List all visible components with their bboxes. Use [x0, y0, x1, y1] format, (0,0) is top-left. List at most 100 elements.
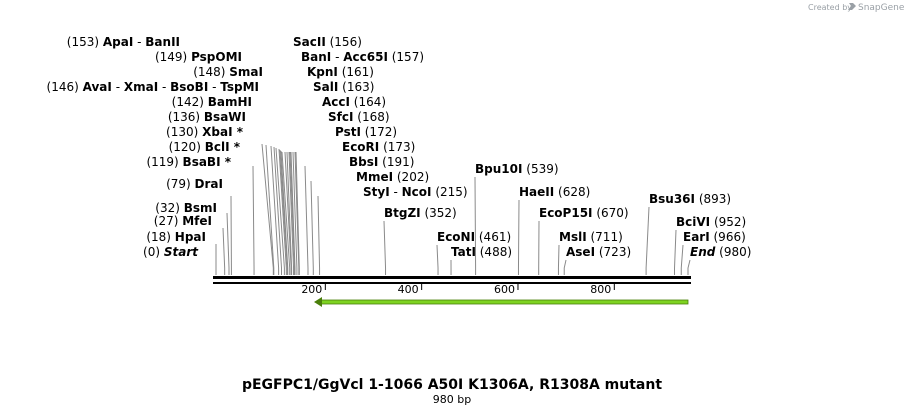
enzyme-name: StyI: [363, 185, 390, 199]
leader-line: [304, 165, 309, 275]
site-label[interactable]: MslI (711): [559, 230, 623, 244]
site-label[interactable]: (146) AvaI - XmaI - BsoBI - TspMI: [47, 80, 259, 94]
site-position: (172): [361, 125, 397, 139]
site-label[interactable]: TatI (488): [451, 245, 512, 259]
site-label[interactable]: (18) HpaI: [146, 230, 206, 244]
site-label[interactable]: EcoP15I (670): [539, 206, 629, 220]
site-label[interactable]: HaeII (628): [519, 185, 590, 199]
enzyme-name: BsaBI *: [183, 155, 232, 169]
site-label[interactable]: (27) MfeI: [154, 214, 212, 228]
feature-bar[interactable]: [319, 299, 689, 305]
site-position: (156): [326, 35, 362, 49]
enzyme-name: BamHI: [208, 95, 252, 109]
enzyme-name: NcoI: [402, 185, 432, 199]
sequence-backbone-bottom: [213, 282, 691, 284]
site-label[interactable]: (142) BamHI: [172, 95, 252, 109]
site-label[interactable]: EcoNI (461): [437, 230, 511, 244]
leader-line: [687, 259, 691, 275]
site-label[interactable]: EarI (966): [683, 230, 746, 244]
leader-line: [317, 195, 321, 275]
site-label[interactable]: Bpu10I (539): [475, 162, 559, 176]
site-position: (136): [168, 110, 204, 124]
site-position: (215): [432, 185, 468, 199]
enzyme-name: MfeI: [182, 214, 212, 228]
site-position: (980): [715, 245, 751, 259]
leader-line: [310, 180, 314, 275]
site-position: (966): [710, 230, 746, 244]
site-position: (119): [146, 155, 182, 169]
enzyme-name: BciVI: [676, 215, 710, 229]
tick-label: 400: [398, 283, 419, 296]
site-label[interactable]: (130) XbaI *: [166, 125, 244, 139]
site-label[interactable]: PstI (172): [335, 125, 397, 139]
leader-line: [270, 145, 280, 275]
site-position: (352): [421, 206, 457, 220]
enzyme-name: AseI: [566, 245, 595, 259]
site-position: (148): [193, 65, 229, 79]
enzyme-name: TspMI: [220, 80, 259, 94]
enzyme-name: HpaI: [175, 230, 206, 244]
site-position: (952): [710, 215, 746, 229]
site-label[interactable]: (32) BsmI: [155, 201, 217, 215]
enzyme-name: MmeI: [356, 170, 393, 184]
site-label[interactable]: (149) PspOMI: [155, 50, 242, 64]
enzyme-name: XbaI *: [202, 125, 244, 139]
enzyme-name: PspOMI: [191, 50, 242, 64]
enzyme-name: BtgZI: [384, 206, 421, 220]
enzyme-name: BanI: [301, 50, 331, 64]
site-label[interactable]: (153) ApaI - BanII: [67, 35, 180, 49]
site-position: (670): [593, 206, 629, 220]
site-position: (488): [476, 245, 512, 259]
site-position: (202): [393, 170, 429, 184]
site-position: (539): [522, 162, 558, 176]
site-position: (0): [143, 245, 164, 259]
site-label[interactable]: StyI - NcoI (215): [363, 185, 468, 199]
enzyme-name: KpnI: [307, 65, 338, 79]
site-label[interactable]: EcoRI (173): [342, 140, 415, 154]
leader-line: [645, 206, 650, 275]
name-separator: -: [158, 80, 170, 94]
site-label[interactable]: BciVI (952): [676, 215, 746, 229]
site-label[interactable]: (136) BsaWI: [168, 110, 246, 124]
site-label[interactable]: BtgZI (352): [384, 206, 457, 220]
enzyme-name: EcoNI: [437, 230, 475, 244]
snapgene-logo-icon: [848, 3, 856, 10]
leader-line: [295, 151, 300, 275]
leader-line: [563, 259, 567, 275]
site-label[interactable]: KpnI (161): [307, 65, 374, 79]
site-position: (142): [172, 95, 208, 109]
enzyme-name: End: [690, 245, 716, 259]
site-label[interactable]: (148) SmaI: [193, 65, 263, 79]
site-label[interactable]: MmeI (202): [356, 170, 429, 184]
leader-line: [226, 212, 230, 275]
enzyme-name: BsaWI: [204, 110, 246, 124]
site-label[interactable]: End (980): [690, 245, 751, 259]
site-label[interactable]: (120) BclI *: [169, 140, 241, 154]
tick-label: 800: [590, 283, 611, 296]
site-label[interactable]: AseI (723): [566, 245, 631, 259]
feature-arrow[interactable]: [314, 297, 689, 307]
name-separator: -: [390, 185, 402, 199]
site-label[interactable]: AccI (164): [322, 95, 386, 109]
site-label[interactable]: SfcI (168): [328, 110, 390, 124]
site-position: (168): [353, 110, 389, 124]
enzyme-name: SacII: [293, 35, 326, 49]
site-position: (163): [338, 80, 374, 94]
enzyme-name: PstI: [335, 125, 361, 139]
site-label[interactable]: (0) Start: [143, 245, 199, 259]
enzyme-name: Acc65I: [343, 50, 388, 64]
site-position: (120): [169, 140, 205, 154]
site-label[interactable]: BanI - Acc65I (157): [301, 50, 424, 64]
site-label[interactable]: (79) DraI: [166, 177, 223, 191]
site-label[interactable]: (119) BsaBI *: [146, 155, 231, 169]
site-label[interactable]: BbsI (191): [349, 155, 414, 169]
tick-label: 200: [301, 283, 322, 296]
leader-line: [278, 148, 287, 275]
feature-arrowhead[interactable]: [314, 297, 322, 307]
site-label[interactable]: SacII (156): [293, 35, 362, 49]
site-label[interactable]: Bsu36I (893): [649, 192, 731, 206]
leader-line: [517, 199, 520, 275]
map-title: pEGFPC1/GgVcl 1-1066 A50I K1306A, R1308A…: [242, 377, 662, 393]
site-label[interactable]: SalI (163): [313, 80, 374, 94]
